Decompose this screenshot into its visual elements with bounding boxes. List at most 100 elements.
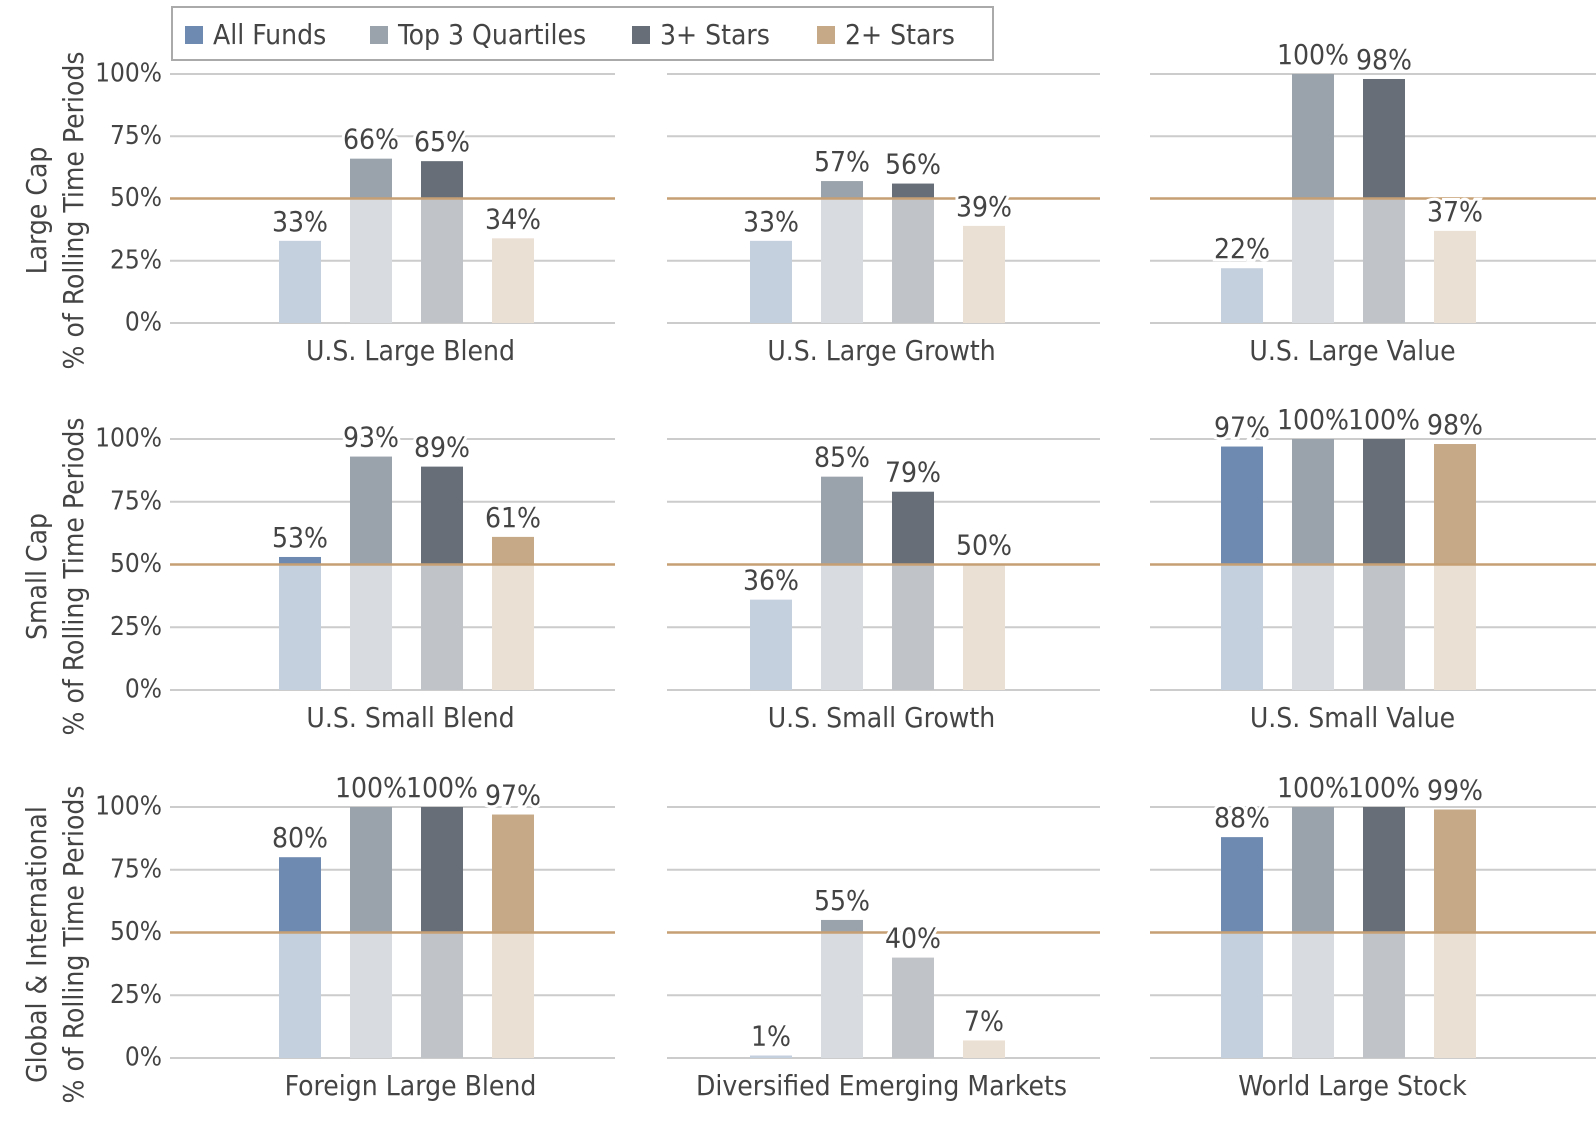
y-tick-label: 75% [110,486,162,516]
bar-lower [1221,932,1263,1058]
bar-lower [1292,198,1334,323]
bar-upper [1292,74,1334,199]
bar-lower [1363,564,1405,690]
value-label: 85% [814,441,870,474]
value-label: 99% [1427,774,1483,807]
bar-lower [892,957,934,1058]
bar-lower [750,599,792,690]
bar-upper [492,814,534,933]
y-tick-label: 50% [110,549,162,579]
row-label: Global & International [20,806,53,1083]
bar-lower [421,564,463,690]
y-tick-label: 0% [125,1043,162,1073]
value-label: 53% [272,521,328,554]
bar-lower [350,932,392,1058]
y-tick-label: 25% [110,980,162,1010]
value-label: 97% [485,779,541,812]
bar-lower [279,564,321,690]
value-label: 100% [1348,771,1420,804]
x-axis-label: Foreign Large Blend [285,1069,537,1102]
y-tick-label: 50% [110,917,162,947]
bar-upper [1363,439,1405,565]
bar-lower [421,198,463,323]
value-label: 55% [814,884,870,917]
bar-lower [279,932,321,1058]
bar-lower [963,564,1005,690]
value-label: 97% [1214,411,1270,444]
x-axis-label: World Large Stock [1238,1069,1467,1102]
legend-swatch [185,26,203,44]
value-label: 80% [272,821,328,854]
bar-upper [892,491,934,565]
value-label: 65% [414,125,470,158]
bar-upper [821,181,863,199]
legend-label: All Funds [213,18,326,51]
value-label: 89% [414,431,470,464]
bar-upper [1221,837,1263,933]
value-label: 1% [751,1019,791,1052]
bar-lower [1363,932,1405,1058]
bar-lower [279,240,321,323]
bar-lower [963,225,1005,323]
bar-lower [1221,564,1263,690]
value-label: 61% [485,501,541,534]
bar-upper [1434,809,1476,933]
bar-lower [1292,932,1334,1058]
y-tick-label: 25% [110,612,162,642]
value-label: 66% [343,123,399,156]
legend-swatch [632,26,650,44]
value-label: 100% [1277,771,1349,804]
bar-lower [1434,932,1476,1058]
row-label: Small Cap [20,513,53,640]
bar-lower [492,932,534,1058]
bar-lower [492,238,534,323]
bar-lower [492,564,534,690]
bar-upper [892,183,934,199]
legend-label: 3+ Stars [660,18,770,51]
bar-upper [1363,78,1405,199]
bar-lower [821,932,863,1058]
value-label: 57% [814,145,870,178]
value-label: 37% [1427,195,1483,228]
bar-upper [492,536,534,565]
bar-upper [421,807,463,933]
value-label: 33% [743,205,799,238]
row-label: Large Cap [20,147,53,275]
y-tick-label: 75% [110,121,162,151]
y-tick-label: 100% [95,424,162,454]
bar-lower [892,198,934,323]
bar-upper [350,158,392,199]
y-tick-label: 50% [110,183,162,213]
bar-lower [421,932,463,1058]
bar-lower [750,240,792,323]
bar-upper [421,466,463,565]
x-axis-label: U.S. Large Blend [306,334,515,367]
value-label: 93% [343,421,399,454]
bar-upper [279,556,321,565]
bar-lower [892,564,934,690]
bar-upper [279,857,321,933]
x-axis-label: Diversified Emerging Markets [696,1069,1067,1102]
value-label: 100% [1277,38,1349,71]
x-axis-label: U.S. Small Value [1250,701,1455,734]
bar-lower [963,1040,1005,1058]
y-tick-label: 100% [95,59,162,89]
value-label: 7% [964,1004,1004,1037]
bar-upper [821,476,863,565]
value-label: 100% [1277,403,1349,436]
bar-upper [821,919,863,933]
y-axis-label: % of Rolling Time Periods [57,786,90,1104]
bar-upper [421,161,463,199]
y-tick-label: 0% [125,308,162,338]
value-label: 98% [1427,408,1483,441]
value-label: 100% [1348,403,1420,436]
value-label: 50% [956,529,1012,562]
bar-lower [1292,564,1334,690]
value-label: 79% [885,456,941,489]
value-label: 88% [1214,801,1270,834]
y-tick-label: 75% [110,854,162,884]
value-label: 98% [1356,43,1412,76]
value-label: 34% [485,202,541,235]
value-label: 22% [1214,232,1270,265]
bar-upper [1221,446,1263,565]
